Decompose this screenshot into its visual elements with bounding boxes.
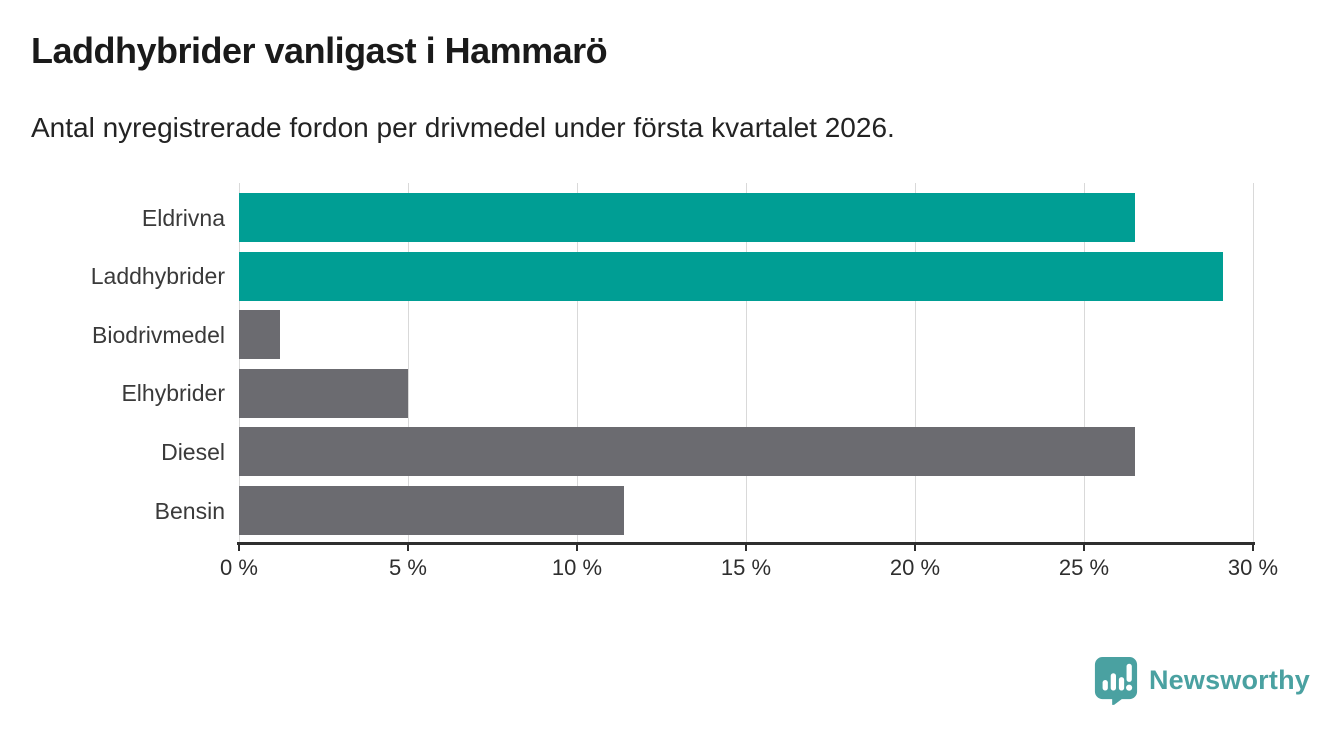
bar-laddhybrider (239, 251, 1223, 301)
category-label: Laddhybrider (90, 263, 225, 290)
gridline (576, 183, 578, 542)
bar-bensin (239, 486, 625, 535)
category-label: Elhybrider (121, 380, 225, 407)
category-label: Biodrivmedel (92, 321, 225, 348)
chart-title: Laddhybrider vanligast i Hammarö (31, 30, 608, 71)
bar-diesel (239, 427, 1135, 477)
gridline (238, 183, 240, 542)
category-label: Bensin (154, 497, 225, 524)
x-axis-tick-label: 25 % (1058, 555, 1110, 580)
newsworthy-logo-icon (1094, 657, 1138, 705)
bar-eldrivna (239, 193, 1135, 242)
bar-elhybrider (239, 368, 408, 418)
gridline (407, 183, 409, 542)
bar-biodrivmedel (239, 310, 280, 360)
x-axis-tick-label: 0 % (220, 555, 258, 580)
gridline (914, 183, 916, 542)
gridline (1252, 183, 1254, 542)
newsworthy-logo: Newsworthy (1093, 655, 1310, 705)
x-axis-tick (1252, 542, 1254, 551)
x-axis-tick (914, 542, 916, 551)
gridline (1083, 183, 1085, 542)
bar-chart: Eldrivna Laddhybrider Biodrivmedel Elhybrid… (0, 183, 1340, 613)
x-axis-tick (1083, 542, 1085, 551)
category-label: Diesel (161, 438, 225, 465)
x-axis-tick (238, 542, 240, 551)
newsworthy-logo-text: Newsworthy (1148, 664, 1310, 695)
category-label: Eldrivna (141, 204, 225, 231)
x-axis-tick-label: 15 % (720, 555, 772, 580)
x-axis-tick-label: 5 % (389, 555, 427, 580)
gridline (745, 183, 747, 542)
x-axis-tick (576, 542, 578, 551)
x-axis-tick (407, 542, 409, 551)
x-axis-tick (745, 542, 747, 551)
x-axis-tick-label: 10 % (551, 555, 603, 580)
x-axis-tick-label: 20 % (889, 555, 941, 580)
chart-subtitle: Antal nyregistrerade fordon per drivmede… (31, 112, 895, 143)
x-axis-tick-label: 30 % (1227, 555, 1279, 580)
